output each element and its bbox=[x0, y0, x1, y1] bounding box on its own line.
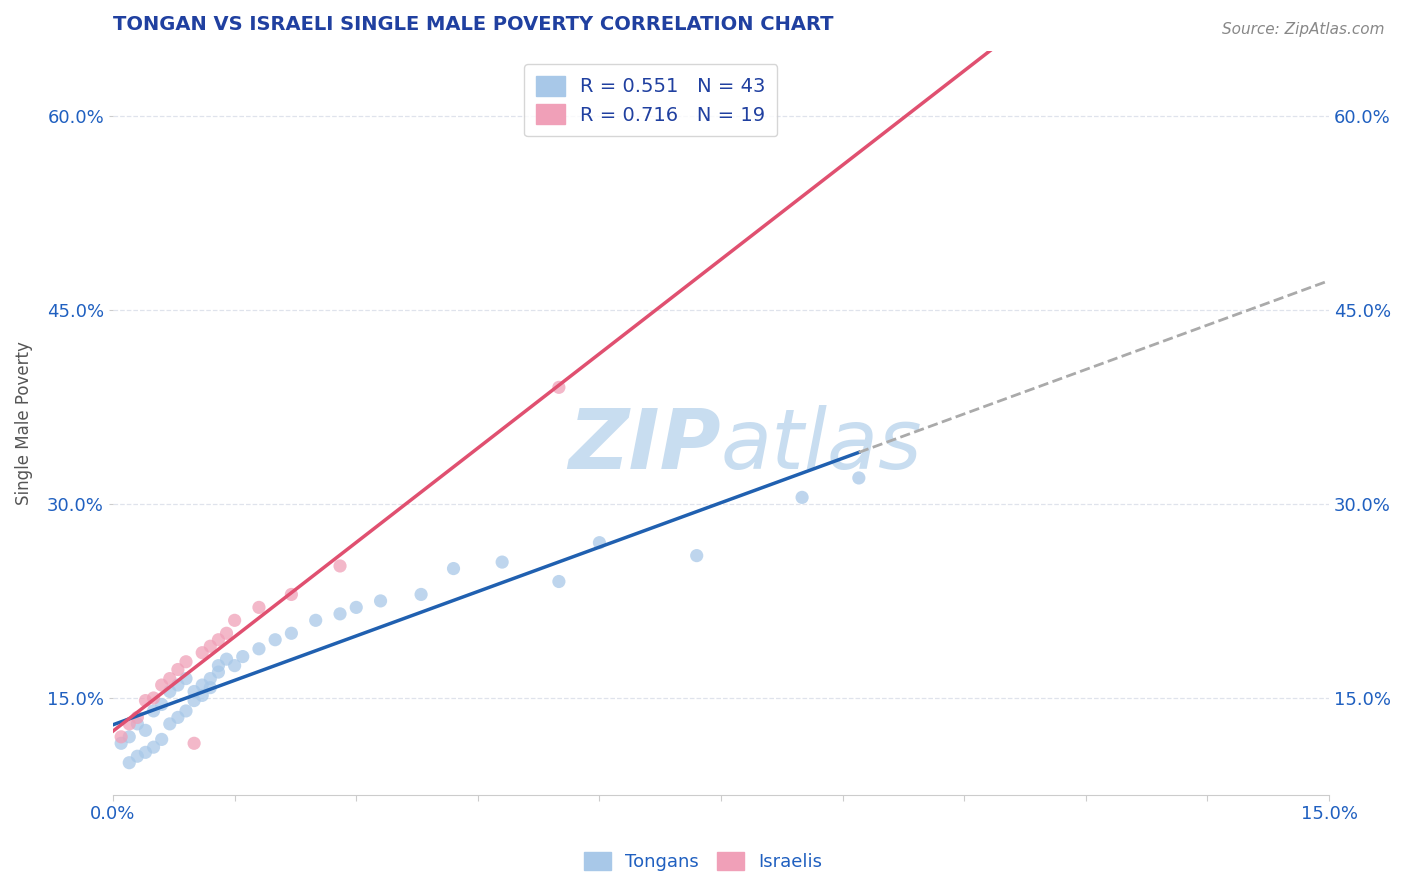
Point bbox=[174, 672, 197, 686]
Point bbox=[329, 607, 352, 621]
Point bbox=[127, 710, 149, 724]
Point bbox=[232, 649, 254, 664]
Text: ZIP: ZIP bbox=[568, 405, 721, 486]
Point bbox=[174, 704, 197, 718]
Point bbox=[167, 678, 190, 692]
Point bbox=[686, 549, 709, 563]
Point bbox=[174, 655, 197, 669]
Point bbox=[215, 626, 238, 640]
Text: TONGAN VS ISRAELI SINGLE MALE POVERTY CORRELATION CHART: TONGAN VS ISRAELI SINGLE MALE POVERTY CO… bbox=[112, 15, 834, 34]
Point bbox=[127, 749, 149, 764]
Text: atlas: atlas bbox=[721, 405, 922, 486]
Legend: R = 0.551   N = 43, R = 0.716   N = 19: R = 0.551 N = 43, R = 0.716 N = 19 bbox=[524, 64, 778, 136]
Point bbox=[191, 678, 214, 692]
Point bbox=[329, 558, 352, 573]
Point bbox=[280, 587, 302, 601]
Point bbox=[548, 380, 571, 394]
Point bbox=[548, 574, 571, 589]
Point bbox=[159, 684, 181, 698]
Point bbox=[183, 736, 205, 750]
Legend: Tongans, Israelis: Tongans, Israelis bbox=[576, 845, 830, 879]
Point bbox=[183, 684, 205, 698]
Point bbox=[200, 681, 222, 695]
Point bbox=[848, 471, 870, 485]
Point bbox=[142, 740, 165, 755]
Point bbox=[207, 665, 229, 679]
Point bbox=[183, 693, 205, 707]
Point bbox=[127, 717, 149, 731]
Y-axis label: Single Male Poverty: Single Male Poverty bbox=[15, 341, 32, 505]
Point bbox=[110, 736, 132, 750]
Point bbox=[588, 535, 610, 549]
Point bbox=[118, 717, 141, 731]
Point bbox=[134, 745, 156, 759]
Point bbox=[224, 613, 246, 627]
Point bbox=[159, 672, 181, 686]
Point bbox=[200, 672, 222, 686]
Point bbox=[191, 646, 214, 660]
Point bbox=[305, 613, 328, 627]
Point bbox=[207, 658, 229, 673]
Point bbox=[167, 710, 190, 724]
Point bbox=[790, 491, 813, 505]
Point bbox=[344, 600, 367, 615]
Point bbox=[370, 594, 392, 608]
Point bbox=[247, 600, 270, 615]
Point bbox=[167, 663, 190, 677]
Point bbox=[142, 690, 165, 705]
Point bbox=[150, 732, 173, 747]
Point bbox=[491, 555, 513, 569]
Point bbox=[264, 632, 287, 647]
Text: Source: ZipAtlas.com: Source: ZipAtlas.com bbox=[1222, 22, 1385, 37]
Point bbox=[224, 658, 246, 673]
Point bbox=[191, 689, 214, 703]
Point bbox=[409, 587, 432, 601]
Point bbox=[443, 561, 465, 575]
Point bbox=[200, 639, 222, 653]
Point bbox=[150, 698, 173, 712]
Point bbox=[215, 652, 238, 666]
Point bbox=[134, 693, 156, 707]
Point bbox=[159, 717, 181, 731]
Point bbox=[150, 678, 173, 692]
Point bbox=[118, 730, 141, 744]
Point bbox=[118, 756, 141, 770]
Point bbox=[134, 723, 156, 738]
Point bbox=[207, 632, 229, 647]
Point bbox=[142, 704, 165, 718]
Point bbox=[110, 730, 132, 744]
Point bbox=[247, 641, 270, 656]
Point bbox=[280, 626, 302, 640]
